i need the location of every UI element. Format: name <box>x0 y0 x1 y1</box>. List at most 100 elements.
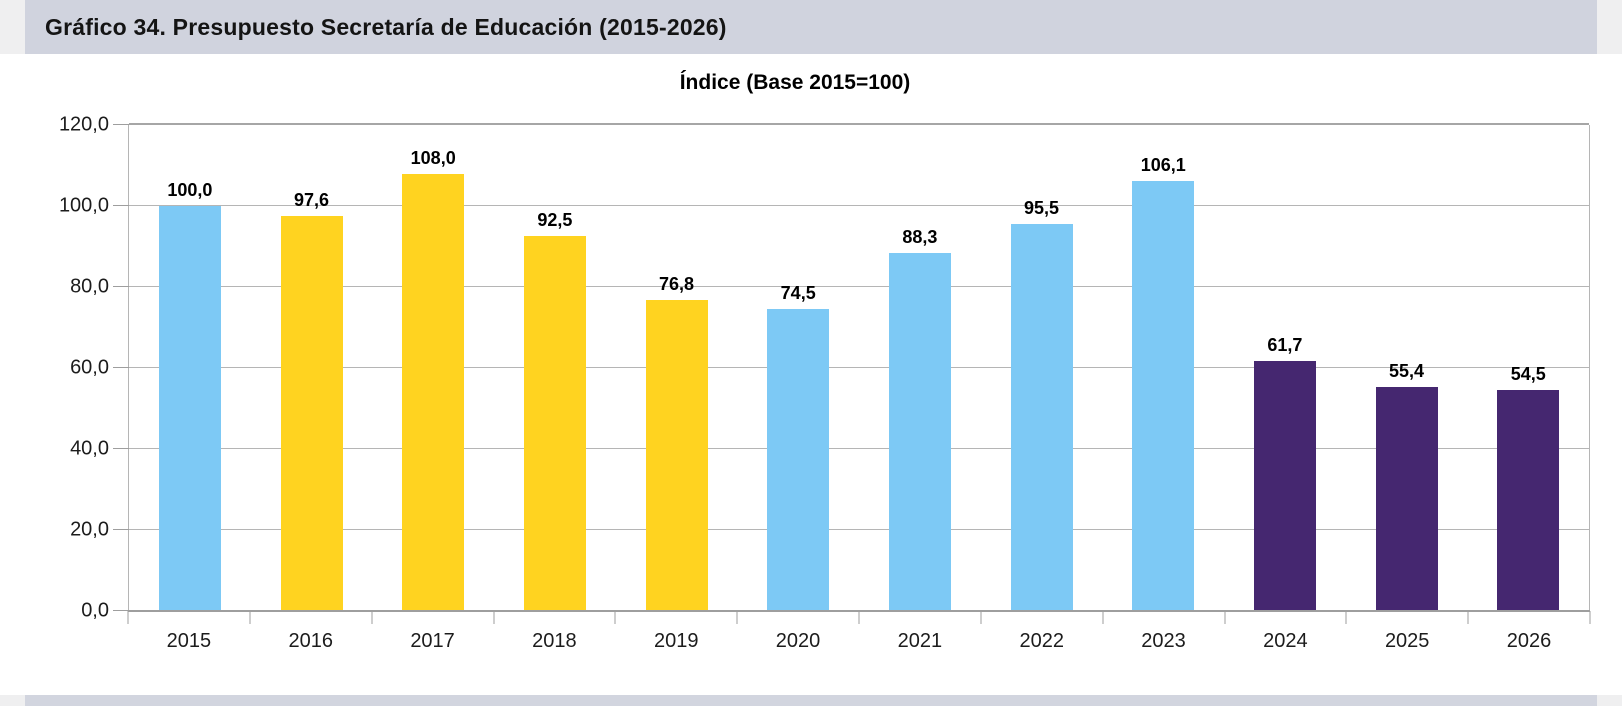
chart-subtitle-row: Índice (Base 2015=100) <box>0 71 1590 101</box>
y-axis-label-80,0: 80,0 <box>70 275 109 298</box>
bar-value-label-2025: 55,4 <box>1389 360 1425 381</box>
bar-column-2017: 108,0 <box>372 125 494 611</box>
footer-left-corner <box>0 695 25 706</box>
bar-column-2019: 76,8 <box>616 125 738 611</box>
bar-value-label-2021: 88,3 <box>902 227 938 248</box>
x-axis-label-2016: 2016 <box>288 630 333 652</box>
bar-column-2016: 97,6 <box>251 125 373 611</box>
x-tick-mark <box>980 611 982 624</box>
y-axis-label-120,0: 120,0 <box>58 113 109 136</box>
bar-2021 <box>888 253 951 611</box>
bar-column-2026: 54,5 <box>1467 125 1589 611</box>
x-tick-mark <box>1224 611 1225 624</box>
bar-2019 <box>645 299 708 611</box>
bar-column-2020: 74,5 <box>737 125 859 611</box>
y-axis: 0,0 20,0 40,0 60,0 80,0 100,0 120,0 <box>0 114 109 622</box>
chart-title: Gráfico 34. Presupuesto Secretaría de Ed… <box>45 13 727 40</box>
bar-2024 <box>1253 361 1316 611</box>
bar-column-2024: 61,7 <box>1224 125 1346 611</box>
x-tick-mark <box>1345 611 1347 624</box>
x-axis-label-2023: 2023 <box>1141 630 1186 652</box>
x-tick-mark <box>127 611 129 624</box>
gridline-40,0 <box>129 448 1589 450</box>
x-axis-label-2025: 2025 <box>1384 630 1430 652</box>
bar-value-label-2020: 74,5 <box>780 283 816 304</box>
x-axis-label-2019: 2019 <box>653 630 699 652</box>
x-tick-mark <box>371 611 373 624</box>
footer-band <box>25 695 1597 706</box>
gridline-100,0 <box>129 205 1589 206</box>
footer-bar <box>0 695 1622 706</box>
x-axis-label-2024: 2024 <box>1263 630 1308 652</box>
bar-2023 <box>1132 181 1195 611</box>
y-tick-mark <box>113 529 129 531</box>
bar-value-label-2026: 54,5 <box>1510 364 1546 385</box>
bar-value-label-2017: 108,0 <box>410 147 456 168</box>
y-tick-mark <box>113 124 129 125</box>
x-tick-mark <box>1102 611 1104 624</box>
bar-2017 <box>402 173 465 611</box>
bar-column-2015: 100,0 <box>129 125 251 611</box>
x-tick-mark <box>1589 611 1591 624</box>
plot-area: 100,0 97,6 108,0 92,5 76,8 74,5 88,3 95,5 106,1 6… <box>113 123 1590 612</box>
x-tick-mark <box>736 611 738 624</box>
title-bar-right-corner <box>1597 0 1622 54</box>
x-axis-label-2018: 2018 <box>532 630 577 652</box>
bar-value-label-2015: 100,0 <box>167 180 213 200</box>
x-axis-label-2026: 2026 <box>1506 630 1552 652</box>
bar-2016 <box>280 215 343 611</box>
bar-value-label-2022: 95,5 <box>1024 198 1060 219</box>
footer-right-corner <box>1597 695 1622 706</box>
y-tick-mark <box>113 448 129 450</box>
bar-2020 <box>767 309 830 611</box>
x-axis-label-2022: 2022 <box>1019 630 1064 652</box>
bar-2022 <box>1010 224 1073 611</box>
bar-2025 <box>1375 386 1438 611</box>
y-axis-label-100,0: 100,0 <box>58 194 109 217</box>
gridline-60,0 <box>129 367 1589 368</box>
bar-column-2023: 106,1 <box>1102 125 1224 611</box>
bar-column-2018: 92,5 <box>494 125 616 611</box>
y-tick-mark <box>113 205 129 206</box>
y-tick-mark <box>113 286 129 288</box>
bar-column-2025: 55,4 <box>1346 125 1468 611</box>
x-tick-mark <box>858 611 860 624</box>
x-axis-label-2015: 2015 <box>166 630 212 652</box>
bar-2026 <box>1497 390 1560 611</box>
gridline-120,0 <box>129 123 1589 125</box>
y-axis-label-0,0: 0,0 <box>81 599 109 622</box>
chart-title-band: Gráfico 34. Presupuesto Secretaría de Ed… <box>25 0 1597 54</box>
x-tick-mark <box>493 611 494 624</box>
x-tick-mark <box>1467 611 1469 624</box>
chart-subtitle: Índice (Base 2015=100) <box>679 71 911 94</box>
x-axis-label-2020: 2020 <box>775 630 821 652</box>
x-tick-mark <box>614 611 616 624</box>
title-bar: Gráfico 34. Presupuesto Secretaría de Ed… <box>0 0 1622 54</box>
bar-2018 <box>523 236 586 611</box>
bar-column-2021: 88,3 <box>859 125 981 611</box>
x-tick-mark <box>249 611 251 624</box>
bar-2015 <box>158 206 221 611</box>
bar-value-label-2023: 106,1 <box>1140 155 1186 176</box>
y-tick-mark <box>113 610 129 611</box>
bar-value-label-2018: 92,5 <box>537 210 573 231</box>
gridline-80,0 <box>129 286 1589 288</box>
bar-column-2022: 95,5 <box>981 125 1103 611</box>
x-axis-ticks <box>127 611 1591 625</box>
bar-value-label-2024: 61,7 <box>1267 335 1303 356</box>
title-bar-left-corner <box>0 0 25 54</box>
x-axis-label-2017: 2017 <box>410 630 455 652</box>
x-axis-label-2021: 2021 <box>897 630 943 652</box>
bar-chart: Índice (Base 2015=100) 0,0 20,0 40,0 60,0 80… <box>0 71 1622 653</box>
y-axis-label-40,0: 40,0 <box>70 437 109 460</box>
x-axis-line <box>128 610 1590 612</box>
bar-value-label-2019: 76,8 <box>659 273 695 294</box>
y-axis-label-20,0: 20,0 <box>70 518 109 541</box>
y-axis-label-60,0: 60,0 <box>70 356 109 379</box>
gridline-20,0 <box>129 529 1589 531</box>
bars-layer: 100,0 97,6 108,0 92,5 76,8 74,5 88,3 95,5 106,1 6… <box>129 125 1589 611</box>
x-axis-labels: 2015 2016 2017 2018 2019 2020 2021 2022 2023 2024… <box>128 630 1590 653</box>
bar-value-label-2016: 97,6 <box>293 189 330 210</box>
y-tick-mark <box>113 367 129 368</box>
plot-outer: 0,0 20,0 40,0 60,0 80,0 100,0 120,0 100,0 97,6 1… <box>59 114 1590 622</box>
